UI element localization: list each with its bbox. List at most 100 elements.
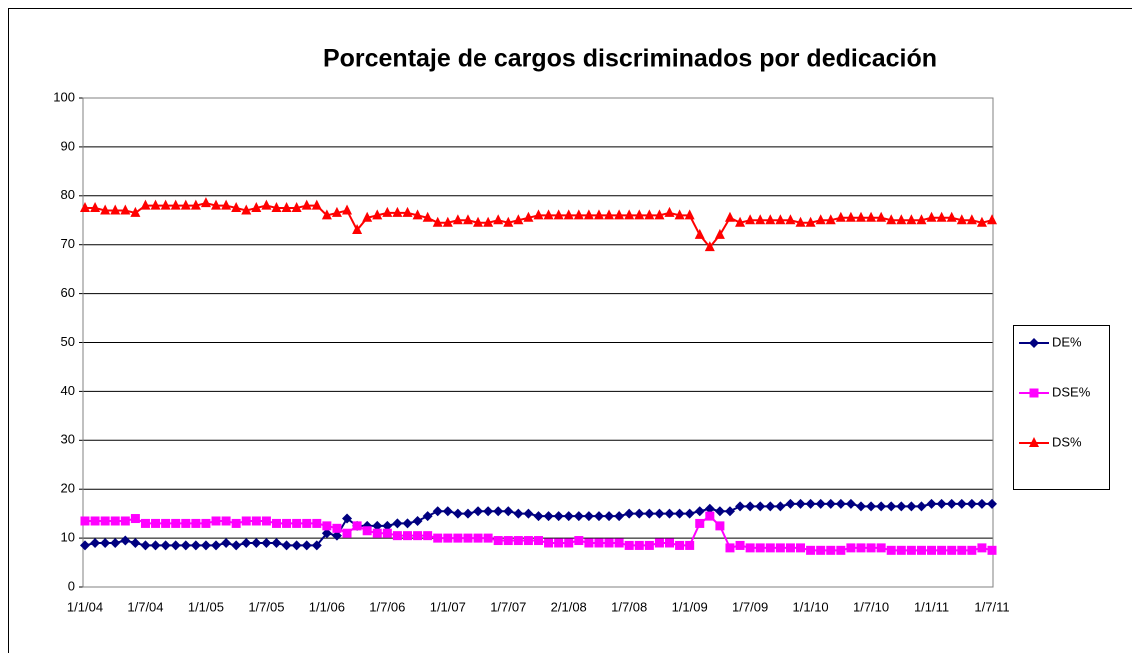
- marker: [765, 214, 776, 225]
- marker: [866, 211, 877, 222]
- marker: [806, 545, 816, 555]
- marker: [614, 511, 625, 522]
- marker: [291, 202, 302, 213]
- marker: [805, 498, 816, 509]
- y-tick-label: 30: [61, 432, 75, 447]
- x-tick-label: 1/7/09: [732, 599, 768, 614]
- y-tick-label: 90: [61, 138, 75, 153]
- marker: [966, 498, 977, 509]
- marker: [423, 531, 433, 541]
- marker: [675, 540, 685, 550]
- marker: [775, 501, 786, 512]
- x-tick-label: 1/1/09: [672, 599, 708, 614]
- marker: [281, 540, 292, 551]
- marker: [815, 214, 826, 225]
- x-tick-label: 1/1/06: [309, 599, 345, 614]
- marker: [805, 216, 816, 227]
- marker: [372, 520, 383, 531]
- marker: [1029, 437, 1039, 447]
- marker: [614, 209, 625, 220]
- marker: [362, 211, 373, 222]
- marker: [745, 543, 755, 553]
- marker: [362, 526, 372, 536]
- marker: [311, 540, 322, 551]
- marker: [896, 545, 906, 555]
- marker: [190, 199, 201, 210]
- marker: [352, 521, 362, 531]
- marker: [493, 506, 504, 517]
- marker: [523, 508, 534, 519]
- marker: [826, 545, 836, 555]
- marker: [704, 241, 715, 252]
- x-tick-label: 1/1/05: [188, 599, 224, 614]
- marker: [855, 211, 866, 222]
- marker: [452, 214, 463, 225]
- x-tick-label: 1/7/10: [853, 599, 889, 614]
- marker: [533, 209, 544, 220]
- marker: [644, 540, 654, 550]
- marker: [987, 498, 997, 509]
- marker: [321, 528, 332, 539]
- marker: [624, 540, 634, 550]
- marker: [382, 206, 393, 217]
- marker: [483, 506, 494, 517]
- marker: [311, 199, 322, 210]
- marker: [180, 199, 191, 210]
- marker: [785, 498, 796, 509]
- marker: [714, 228, 725, 239]
- marker: [473, 506, 484, 517]
- marker: [644, 209, 655, 220]
- x-tick-label: 1/1/10: [793, 599, 829, 614]
- marker: [150, 199, 161, 210]
- marker: [443, 533, 453, 543]
- marker: [573, 209, 584, 220]
- marker: [695, 518, 705, 528]
- marker: [906, 545, 916, 555]
- marker: [745, 501, 756, 512]
- marker: [483, 216, 494, 227]
- marker: [382, 520, 393, 531]
- marker: [110, 516, 120, 526]
- marker: [352, 224, 363, 235]
- marker: [735, 540, 745, 550]
- marker: [322, 521, 332, 531]
- marker: [816, 545, 826, 555]
- marker: [523, 536, 533, 546]
- marker: [312, 518, 322, 528]
- marker: [916, 501, 927, 512]
- marker: [372, 528, 382, 538]
- marker: [422, 511, 433, 522]
- marker: [654, 508, 665, 519]
- marker: [251, 516, 261, 526]
- marker: [916, 545, 926, 555]
- marker: [181, 518, 191, 528]
- marker: [342, 528, 352, 538]
- marker: [462, 508, 473, 519]
- marker: [886, 214, 897, 225]
- y-tick-label: 80: [61, 187, 75, 202]
- marker: [301, 540, 312, 551]
- marker: [664, 206, 675, 217]
- marker: [634, 540, 644, 550]
- marker: [906, 501, 917, 512]
- marker: [231, 518, 241, 528]
- marker: [765, 501, 776, 512]
- marker: [735, 216, 746, 227]
- marker: [493, 536, 503, 546]
- marker: [483, 533, 493, 543]
- marker: [916, 214, 927, 225]
- marker: [946, 211, 957, 222]
- marker: [825, 498, 836, 509]
- marker: [725, 543, 735, 553]
- legend-label: DE%: [1052, 334, 1082, 349]
- marker: [412, 515, 423, 526]
- marker: [634, 508, 645, 519]
- marker: [442, 506, 453, 517]
- x-tick-label: 1/1/04: [67, 599, 103, 614]
- marker: [90, 516, 100, 526]
- marker: [856, 543, 866, 553]
- marker: [896, 214, 907, 225]
- marker: [140, 199, 151, 210]
- marker: [301, 199, 312, 210]
